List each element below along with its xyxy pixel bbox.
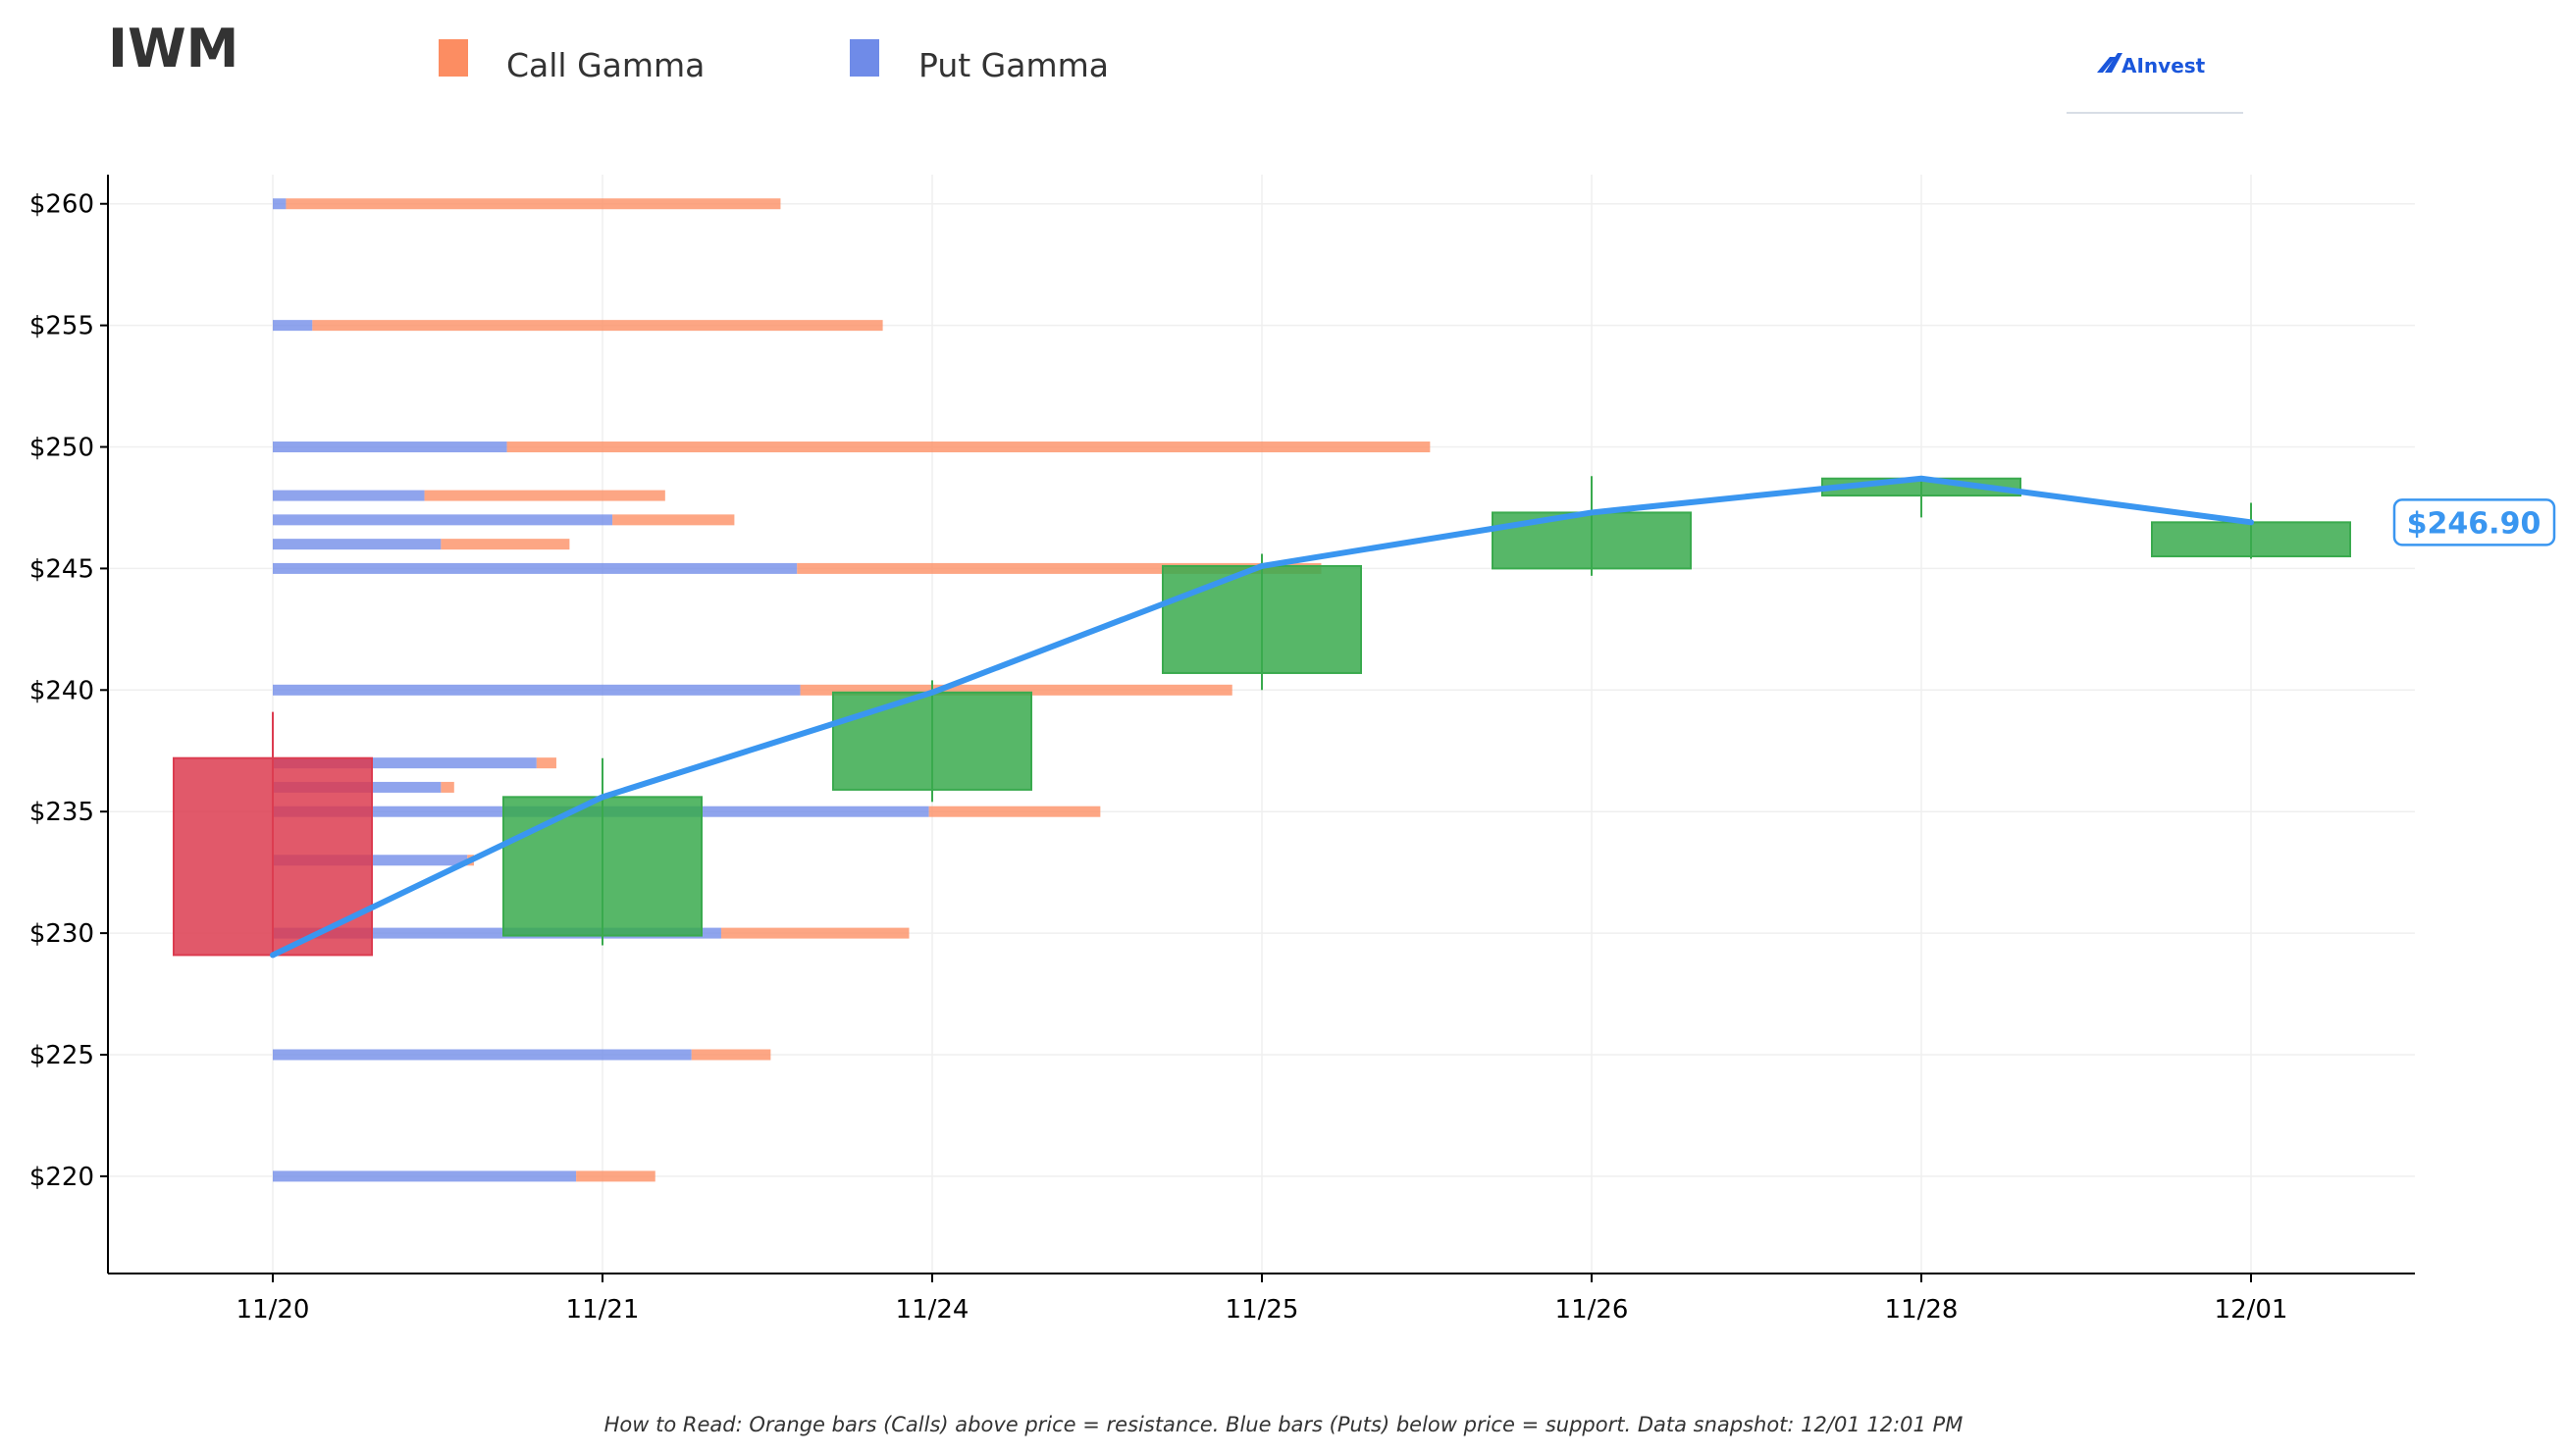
brand-name: AInvest <box>2122 54 2206 78</box>
price-line-path <box>270 475 2254 959</box>
grid <box>108 175 2415 1274</box>
put-gamma-bar <box>273 684 801 696</box>
y-tick-label: $225 <box>29 1041 94 1070</box>
call-gamma-bar <box>797 562 1322 574</box>
ainvest-logo-icon <box>2097 53 2122 73</box>
put-gamma-bar <box>273 1170 577 1182</box>
y-axis-ticks: $220 $225 $230 $235 $240 $245 $250 $255 $260 <box>29 190 108 1192</box>
call-gamma-bar <box>928 806 1101 817</box>
candle-body <box>1162 564 1362 674</box>
call-gamma-bar <box>441 539 570 550</box>
call-gamma-bar <box>691 1049 771 1061</box>
put-gamma-bar <box>273 927 721 939</box>
put-gamma-bar <box>273 320 313 332</box>
legend: Call Gamma Put Gamma <box>439 39 1109 84</box>
candle-body <box>2151 521 2351 558</box>
y-tick-label: $255 <box>29 312 94 341</box>
y-tick-label: $245 <box>29 554 94 584</box>
x-tick-label: 11/28 <box>1885 1295 1959 1325</box>
put-gamma-bar <box>273 757 537 769</box>
y-tick-label: $220 <box>29 1163 94 1192</box>
y-tick-label: $250 <box>29 434 94 463</box>
put-gamma-bar <box>273 539 442 550</box>
x-tick-label: 12/01 <box>2215 1295 2288 1325</box>
current-price-label: $246.90 <box>2407 506 2541 541</box>
legend-label-call: Call Gamma <box>506 46 705 84</box>
candle-body <box>502 796 703 937</box>
current-price-badge: $246.90 <box>2392 498 2556 546</box>
legend-label-put: Put Gamma <box>918 46 1109 84</box>
call-gamma-bar <box>576 1170 655 1182</box>
put-gamma-bar <box>273 198 287 210</box>
x-tick-label: 11/20 <box>236 1295 310 1325</box>
call-gamma-bar <box>720 927 910 939</box>
candle-body <box>832 691 1032 791</box>
x-tick-label: 11/24 <box>896 1295 969 1325</box>
legend-swatch-put <box>850 39 879 77</box>
brand-logo: AInvest <box>2067 53 2243 114</box>
current-price-box <box>2392 498 2556 546</box>
y-tick-label: $260 <box>29 190 94 220</box>
call-gamma-bar <box>612 514 735 526</box>
call-gamma-bar <box>312 320 883 332</box>
put-gamma-bar <box>273 490 425 501</box>
legend-swatch-call <box>439 39 468 77</box>
y-tick-label: $230 <box>29 919 94 949</box>
put-gamma-bar <box>273 562 798 574</box>
footnote: How to Read: Orange bars (Calls) above p… <box>604 1413 1964 1436</box>
x-tick-label: 11/26 <box>1555 1295 1629 1325</box>
x-axis-ticks: 11/20 11/21 11/24 11/25 11/26 11/28 12/01 <box>236 1274 2288 1325</box>
x-tick-label: 11/25 <box>1226 1295 1299 1325</box>
call-gamma-bar <box>424 490 665 501</box>
candle-body <box>173 756 373 957</box>
y-tick-label: $235 <box>29 798 94 827</box>
page-title: IWM <box>108 18 238 79</box>
price-line <box>270 475 2254 959</box>
call-gamma-bar <box>441 781 454 793</box>
y-tick-label: $240 <box>29 676 94 705</box>
call-gamma-bar <box>800 684 1232 696</box>
candles <box>173 476 2351 957</box>
put-gamma-bar <box>273 514 613 526</box>
put-gamma-bar <box>273 1049 692 1061</box>
put-gamma-bar <box>273 442 507 453</box>
call-gamma-bar <box>506 442 1431 453</box>
call-gamma-bar <box>536 757 556 769</box>
x-tick-label: 11/21 <box>566 1295 640 1325</box>
call-gamma-bar <box>286 198 781 210</box>
